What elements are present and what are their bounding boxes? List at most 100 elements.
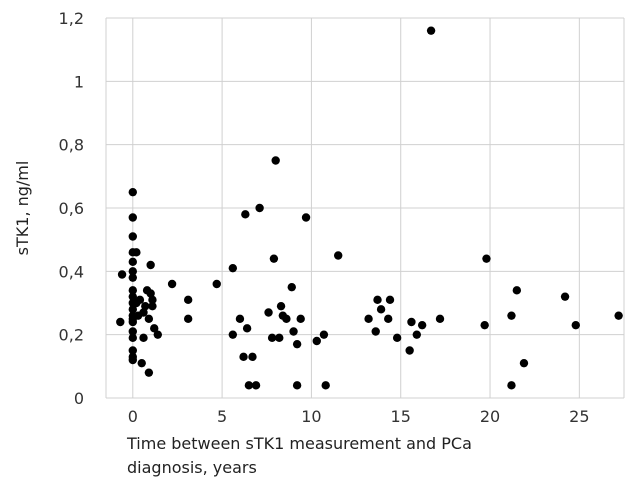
data-point bbox=[228, 330, 238, 339]
data-point bbox=[242, 324, 252, 333]
data-point bbox=[482, 254, 491, 263]
data-point bbox=[153, 330, 162, 339]
data-point bbox=[282, 314, 291, 324]
data-point bbox=[275, 333, 284, 343]
data-point bbox=[292, 339, 302, 349]
data-point bbox=[392, 333, 402, 343]
data-point bbox=[144, 314, 154, 324]
data-point bbox=[267, 333, 277, 343]
data-point bbox=[144, 368, 154, 377]
data-point bbox=[296, 314, 305, 324]
data-point bbox=[614, 311, 623, 320]
y-tick-label: 0,4 bbox=[59, 262, 84, 281]
data-point bbox=[128, 327, 137, 336]
data-point bbox=[128, 317, 137, 327]
data-point bbox=[287, 282, 296, 292]
x-tick-label: 20 bbox=[480, 407, 500, 426]
x-tick-label: 25 bbox=[569, 407, 589, 426]
data-point bbox=[235, 314, 245, 324]
x-tick-label: 15 bbox=[391, 407, 411, 426]
data-point bbox=[560, 292, 570, 301]
data-point bbox=[241, 210, 250, 219]
data-point bbox=[321, 381, 330, 390]
data-point bbox=[128, 346, 137, 355]
data-point bbox=[146, 289, 155, 298]
data-point bbox=[239, 352, 248, 362]
x-axis-label-line-1: Time between sTK1 measurement and PCa bbox=[127, 434, 472, 453]
y-tick-label: 1,2 bbox=[59, 9, 84, 28]
data-point bbox=[167, 279, 177, 289]
data-point bbox=[376, 305, 386, 314]
data-point bbox=[417, 320, 427, 330]
data-point bbox=[135, 295, 145, 305]
data-point bbox=[128, 213, 137, 222]
data-point bbox=[435, 314, 445, 324]
data-point bbox=[507, 311, 516, 320]
data-point bbox=[212, 279, 221, 289]
data-point bbox=[289, 327, 298, 336]
data-point bbox=[139, 308, 148, 317]
data-point bbox=[385, 295, 395, 305]
data-point bbox=[132, 248, 141, 257]
data-point bbox=[507, 381, 516, 390]
data-point bbox=[312, 336, 321, 346]
data-point bbox=[426, 26, 436, 35]
x-tick-label: 5 bbox=[217, 407, 227, 426]
data-point bbox=[412, 330, 421, 339]
data-point bbox=[128, 257, 137, 267]
data-point bbox=[364, 314, 373, 324]
data-points bbox=[116, 26, 623, 390]
data-point bbox=[146, 260, 155, 270]
data-point bbox=[271, 156, 280, 165]
data-point bbox=[264, 308, 273, 317]
data-point bbox=[244, 381, 254, 390]
data-point bbox=[571, 320, 580, 330]
y-axis-label: sTK1, ng/ml bbox=[13, 161, 32, 256]
data-point bbox=[384, 314, 393, 324]
data-point bbox=[512, 286, 522, 295]
data-point bbox=[269, 254, 279, 263]
x-axis-label: Time between sTK1 measurement and PCa di… bbox=[127, 432, 547, 480]
data-point bbox=[276, 301, 286, 311]
x-tick-label: 0 bbox=[128, 407, 138, 426]
y-tick-label: 0,8 bbox=[59, 136, 84, 155]
data-point bbox=[116, 317, 125, 327]
x-tick-label: 10 bbox=[301, 407, 321, 426]
data-point bbox=[117, 270, 127, 279]
data-point bbox=[405, 346, 414, 355]
data-point bbox=[519, 358, 529, 368]
data-point bbox=[128, 267, 137, 276]
data-point bbox=[128, 333, 137, 343]
data-point bbox=[480, 320, 489, 330]
tick-labels: 0 0,2 0,4 0,6 0,8 1 1,2 0 5 10 15 20 25 bbox=[59, 9, 590, 426]
data-point bbox=[128, 232, 137, 241]
grid-lines bbox=[105, 17, 625, 399]
x-axis-label-line-2: diagnosis, years bbox=[127, 458, 257, 477]
y-tick-label: 0,6 bbox=[59, 199, 84, 218]
data-point bbox=[319, 330, 329, 339]
y-tick-label: 0,2 bbox=[59, 326, 84, 345]
data-point bbox=[251, 381, 261, 390]
data-point bbox=[248, 352, 257, 362]
data-point bbox=[137, 358, 146, 368]
data-point bbox=[128, 187, 137, 197]
data-point bbox=[292, 381, 302, 390]
data-point bbox=[301, 213, 311, 222]
data-point bbox=[128, 273, 137, 282]
data-point bbox=[148, 295, 157, 305]
data-point bbox=[371, 327, 380, 336]
data-point bbox=[128, 305, 137, 314]
data-point bbox=[139, 333, 148, 343]
data-point bbox=[228, 263, 238, 273]
data-point bbox=[183, 314, 193, 324]
data-point bbox=[148, 301, 157, 311]
data-point bbox=[334, 251, 343, 260]
y-tick-label: 0 bbox=[74, 389, 84, 408]
data-point bbox=[128, 286, 137, 295]
data-point bbox=[150, 324, 159, 333]
data-point bbox=[255, 203, 264, 213]
data-point bbox=[128, 292, 137, 301]
data-point bbox=[373, 295, 382, 305]
y-tick-label: 1 bbox=[74, 72, 84, 91]
